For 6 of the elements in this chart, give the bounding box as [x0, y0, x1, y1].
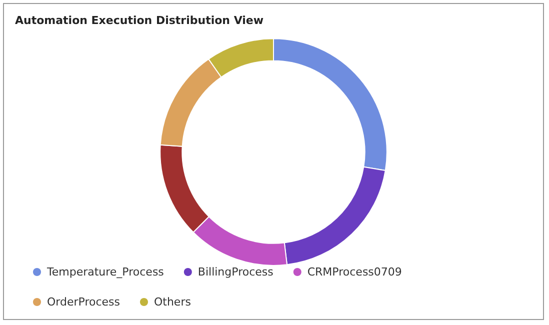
legend-label: OrderProcess: [47, 296, 120, 308]
legend-label: Temperature_Process: [46, 266, 164, 278]
legend-label: BillingProcess: [198, 266, 274, 278]
legend-label: Others: [154, 296, 192, 308]
legend-label: CRMProcess0709: [307, 266, 402, 278]
chart-title: Automation Execution Distribution View: [15, 14, 264, 27]
